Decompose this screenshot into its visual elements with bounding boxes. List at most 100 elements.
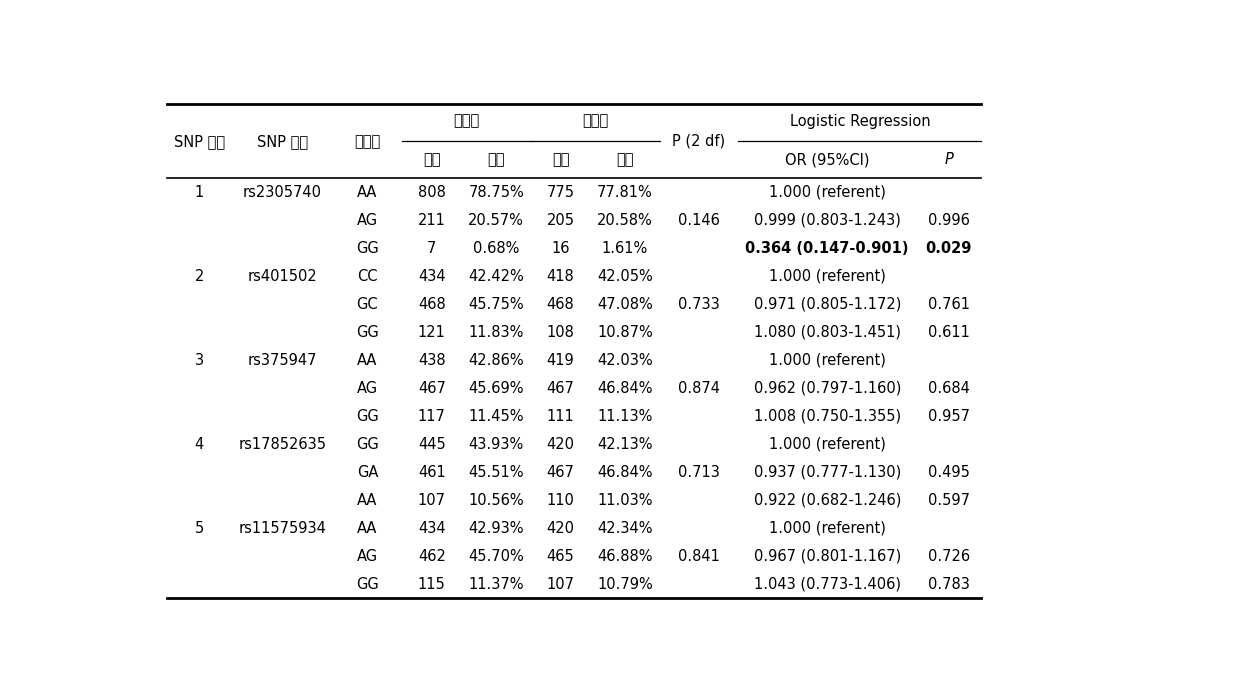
- Text: GA: GA: [357, 465, 378, 480]
- Text: 0.146: 0.146: [678, 213, 720, 228]
- Text: 0.597: 0.597: [928, 493, 970, 508]
- Text: 20.58%: 20.58%: [596, 213, 652, 228]
- Text: 211: 211: [418, 213, 445, 228]
- Text: AG: AG: [357, 381, 378, 396]
- Text: 对照组: 对照组: [582, 114, 609, 128]
- Text: 78.75%: 78.75%: [469, 185, 525, 200]
- Text: rs11575934: rs11575934: [238, 521, 326, 535]
- Text: GG: GG: [356, 437, 378, 452]
- Text: 4: 4: [195, 437, 203, 452]
- Text: 467: 467: [547, 465, 574, 480]
- Text: 0.841: 0.841: [678, 549, 720, 564]
- Text: 775: 775: [547, 185, 574, 200]
- Text: 418: 418: [547, 269, 574, 284]
- Text: 1.000 (referent): 1.000 (referent): [769, 269, 885, 284]
- Text: AA: AA: [357, 185, 377, 200]
- Text: 0.999 (0.803-1.243): 0.999 (0.803-1.243): [754, 213, 900, 228]
- Text: 0.996: 0.996: [928, 213, 970, 228]
- Text: 77.81%: 77.81%: [596, 185, 652, 200]
- Text: 1.000 (referent): 1.000 (referent): [769, 185, 885, 200]
- Text: 20.57%: 20.57%: [469, 213, 525, 228]
- Text: 467: 467: [547, 381, 574, 396]
- Text: 42.42%: 42.42%: [469, 269, 525, 284]
- Text: AG: AG: [357, 549, 378, 564]
- Text: 0.874: 0.874: [678, 381, 720, 396]
- Text: 43.93%: 43.93%: [469, 437, 523, 452]
- Text: 10.56%: 10.56%: [469, 493, 525, 508]
- Text: rs17852635: rs17852635: [238, 437, 326, 452]
- Text: 11.03%: 11.03%: [598, 493, 652, 508]
- Text: AA: AA: [357, 353, 377, 368]
- Text: 例数: 例数: [423, 152, 440, 168]
- Text: 46.88%: 46.88%: [598, 549, 652, 564]
- Text: P (2 df): P (2 df): [672, 134, 725, 149]
- Text: 0.962 (0.797-1.160): 0.962 (0.797-1.160): [754, 381, 901, 396]
- Text: 108: 108: [547, 325, 574, 340]
- Text: 42.05%: 42.05%: [596, 269, 652, 284]
- Text: 10.79%: 10.79%: [596, 577, 652, 591]
- Text: 16: 16: [552, 241, 570, 256]
- Text: 45.75%: 45.75%: [469, 297, 525, 312]
- Text: 107: 107: [418, 493, 445, 508]
- Text: 808: 808: [418, 185, 445, 200]
- Text: 1.000 (referent): 1.000 (referent): [769, 437, 885, 452]
- Text: 5: 5: [195, 521, 203, 535]
- Text: 107: 107: [547, 577, 574, 591]
- Text: 11.83%: 11.83%: [469, 325, 523, 340]
- Text: 11.13%: 11.13%: [598, 408, 652, 424]
- Text: AA: AA: [357, 521, 377, 535]
- Text: OR (95%CI): OR (95%CI): [785, 152, 869, 168]
- Text: 468: 468: [547, 297, 574, 312]
- Text: 1.61%: 1.61%: [601, 241, 649, 256]
- Text: GG: GG: [356, 241, 378, 256]
- Text: 46.84%: 46.84%: [598, 465, 652, 480]
- Text: 11.37%: 11.37%: [469, 577, 525, 591]
- Text: 117: 117: [418, 408, 445, 424]
- Text: 0.761: 0.761: [928, 297, 970, 312]
- Text: GG: GG: [356, 408, 378, 424]
- Text: 1.008 (0.750-1.355): 1.008 (0.750-1.355): [754, 408, 900, 424]
- Text: Logistic Regression: Logistic Regression: [790, 114, 930, 128]
- Text: 0.922 (0.682-1.246): 0.922 (0.682-1.246): [754, 493, 901, 508]
- Text: 0.68%: 0.68%: [472, 241, 520, 256]
- Text: 0.611: 0.611: [928, 325, 970, 340]
- Text: 基因型: 基因型: [355, 134, 381, 149]
- Text: 42.34%: 42.34%: [598, 521, 652, 535]
- Text: 0.967 (0.801-1.167): 0.967 (0.801-1.167): [754, 549, 900, 564]
- Text: 0.495: 0.495: [928, 465, 970, 480]
- Text: 462: 462: [418, 549, 445, 564]
- Text: 434: 434: [418, 269, 445, 284]
- Text: 0.726: 0.726: [928, 549, 970, 564]
- Text: GG: GG: [356, 577, 378, 591]
- Text: rs401502: rs401502: [248, 269, 317, 284]
- Text: 467: 467: [418, 381, 445, 396]
- Text: 205: 205: [547, 213, 574, 228]
- Text: 420: 420: [547, 437, 574, 452]
- Text: 420: 420: [547, 521, 574, 535]
- Text: 频率: 频率: [487, 152, 505, 168]
- Text: 11.45%: 11.45%: [469, 408, 525, 424]
- Text: AG: AG: [357, 213, 378, 228]
- Text: GG: GG: [356, 325, 378, 340]
- Text: 2: 2: [195, 269, 203, 284]
- Text: 10.87%: 10.87%: [596, 325, 652, 340]
- Text: CC: CC: [357, 269, 378, 284]
- Text: 频率: 频率: [616, 152, 634, 168]
- Text: 0.957: 0.957: [928, 408, 970, 424]
- Text: 0.364 (0.147-0.901): 0.364 (0.147-0.901): [745, 241, 909, 256]
- Text: 42.03%: 42.03%: [598, 353, 652, 368]
- Text: 42.93%: 42.93%: [469, 521, 525, 535]
- Text: 434: 434: [418, 521, 445, 535]
- Text: 461: 461: [418, 465, 445, 480]
- Text: 468: 468: [418, 297, 445, 312]
- Text: 0.733: 0.733: [678, 297, 719, 312]
- Text: GC: GC: [357, 297, 378, 312]
- Text: 110: 110: [547, 493, 574, 508]
- Text: AA: AA: [357, 493, 377, 508]
- Text: 438: 438: [418, 353, 445, 368]
- Text: 45.51%: 45.51%: [469, 465, 525, 480]
- Text: SNP 序号: SNP 序号: [174, 134, 224, 149]
- Text: 42.13%: 42.13%: [598, 437, 652, 452]
- Text: P: P: [945, 152, 954, 168]
- Text: 445: 445: [418, 437, 445, 452]
